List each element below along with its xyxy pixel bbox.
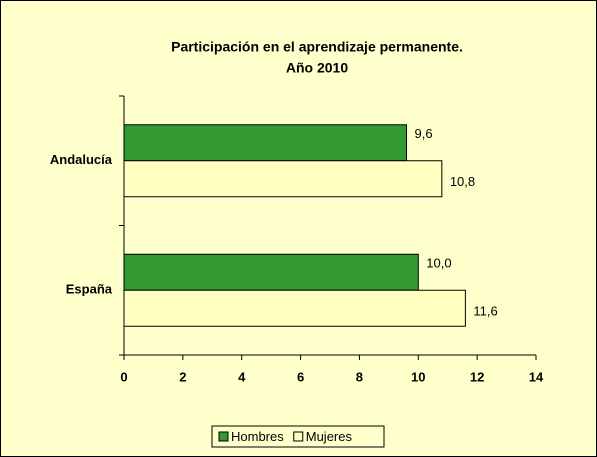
data-label: 11,6	[473, 304, 497, 319]
x-tick-label: 6	[297, 369, 304, 384]
chart-title: Participación en el aprendizaje permanen…	[171, 39, 463, 55]
bar	[123, 289, 466, 327]
legend-label: Mujeres	[306, 429, 353, 444]
x-tick-label: 8	[356, 369, 363, 384]
x-tick-label: 0	[120, 369, 127, 384]
data-label: 10,8	[450, 174, 475, 189]
legend-swatch	[293, 431, 304, 442]
chart-subtitle: Año 2010	[286, 60, 348, 76]
data-label: 9,6	[415, 126, 433, 141]
x-tick-label: 14	[529, 369, 544, 384]
category-label: Andalucía	[50, 152, 113, 167]
category-label: España	[66, 282, 113, 297]
x-tick-label: 10	[411, 369, 425, 384]
x-tick-label: 12	[470, 369, 484, 384]
x-tick-label: 2	[179, 369, 186, 384]
legend-swatch	[218, 431, 229, 442]
data-label: 10,0	[426, 256, 451, 271]
bar	[123, 160, 443, 198]
x-tick-label: 4	[238, 369, 246, 384]
bar	[123, 124, 408, 162]
legend-label: Hombres	[231, 429, 284, 444]
bar	[123, 253, 419, 291]
